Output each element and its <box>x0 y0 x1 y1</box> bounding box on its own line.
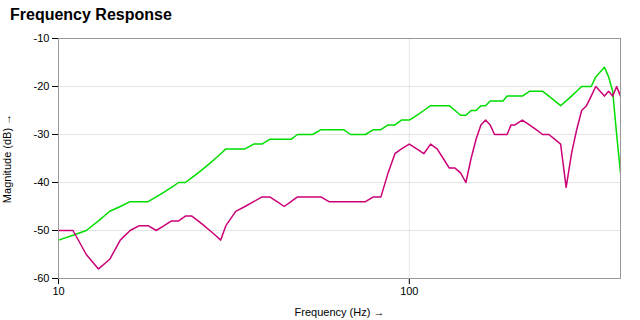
svg-text:-40: -40 <box>34 176 50 188</box>
svg-text:Magnitude (dB) →: Magnitude (dB) → <box>1 114 13 203</box>
svg-text:-60: -60 <box>34 272 50 284</box>
svg-text:10: 10 <box>52 285 64 297</box>
svg-text:-10: -10 <box>34 32 50 44</box>
html-text:Frequency Response: Frequency Response <box>10 6 172 23</box>
svg-text:-30: -30 <box>34 128 50 140</box>
svg-text:100: 100 <box>400 285 418 297</box>
svg-text:-50: -50 <box>34 224 50 236</box>
svg-text:-20: -20 <box>34 80 50 92</box>
svg-text:Frequency (Hz) →: Frequency (Hz) → <box>295 306 385 318</box>
